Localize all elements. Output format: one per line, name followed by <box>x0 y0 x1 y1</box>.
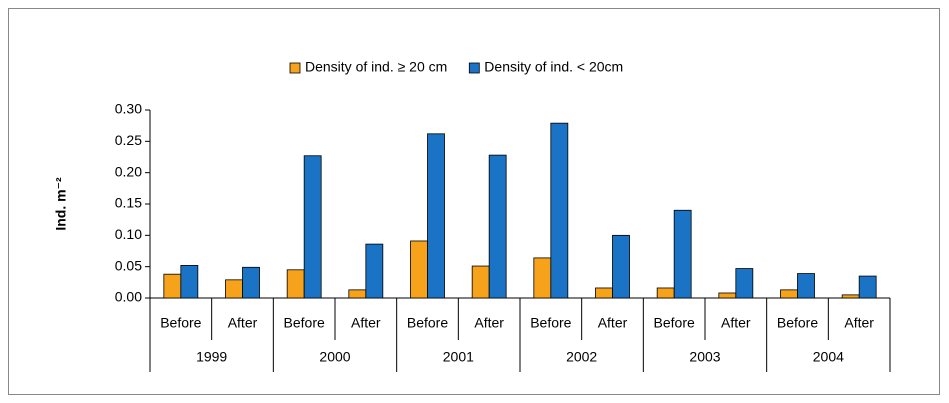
x-tick-label: After <box>228 315 258 331</box>
bar <box>348 289 367 299</box>
bar <box>365 243 384 299</box>
bar <box>550 122 569 299</box>
y-tick-label: 0.15 <box>115 195 142 211</box>
y-tick-label: 0.30 <box>115 101 142 117</box>
legend-swatch <box>289 62 301 74</box>
bar <box>410 240 428 299</box>
group-label: 2003 <box>689 349 720 365</box>
x-tick-label: After <box>474 315 504 331</box>
x-tick-label: After <box>844 315 874 331</box>
x-tick-label: Before <box>654 315 695 331</box>
group-label: 2001 <box>443 349 474 365</box>
legend-label: Density of ind. ≥ 20 cm <box>305 59 447 75</box>
y-tick-label: 0.10 <box>115 226 142 242</box>
y-tick-label: 0.05 <box>115 257 142 273</box>
x-tick-label: After <box>598 315 628 331</box>
bar <box>180 265 199 299</box>
bar <box>427 133 445 299</box>
bar <box>595 287 613 299</box>
x-tick-label: After <box>721 315 751 331</box>
x-tick-label: Before <box>777 315 818 331</box>
bar <box>612 234 630 299</box>
bar <box>858 275 877 299</box>
group-label: 1999 <box>196 349 227 365</box>
bar <box>225 279 243 299</box>
y-tick-label: 0.00 <box>115 289 142 305</box>
bar <box>780 289 798 299</box>
x-tick-label: Before <box>530 315 571 331</box>
x-tick-label: After <box>351 315 381 331</box>
bar <box>303 155 322 299</box>
bar <box>673 209 692 299</box>
bar <box>656 287 675 299</box>
x-tick-label: Before <box>284 315 325 331</box>
group-label: 2004 <box>813 349 844 365</box>
y-tick-label: 0.25 <box>115 132 142 148</box>
bar <box>488 154 507 299</box>
bar <box>735 268 754 299</box>
legend-swatch <box>468 62 480 74</box>
bar <box>841 294 860 299</box>
x-tick-label: Before <box>407 315 448 331</box>
bar <box>797 273 815 299</box>
group-label: 2002 <box>566 349 597 365</box>
legend-label: Density of ind. < 20cm <box>484 59 623 75</box>
y-tick-label: 0.20 <box>115 163 142 179</box>
y-axis-label: Ind. m⁻² <box>53 177 69 231</box>
group-label: 2000 <box>319 349 350 365</box>
bar <box>471 265 490 299</box>
bar <box>718 292 737 299</box>
bar <box>163 273 182 299</box>
bar <box>533 257 552 299</box>
bar <box>286 269 305 299</box>
x-tick-label: Before <box>160 315 201 331</box>
bar <box>242 266 260 299</box>
